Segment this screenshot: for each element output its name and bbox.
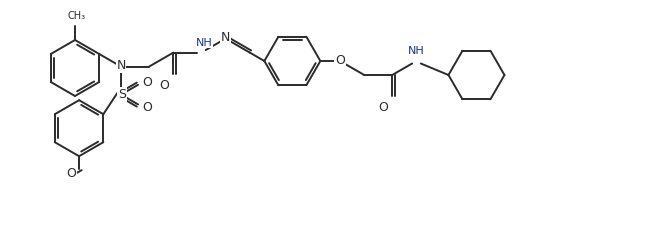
Text: NH: NH [196,38,213,47]
Text: O: O [142,76,152,89]
Text: O: O [142,101,152,114]
Text: O: O [66,167,76,180]
Text: N: N [221,31,230,44]
Text: N: N [116,59,126,72]
Text: NH: NH [408,46,425,56]
Text: O: O [159,79,169,92]
Text: O: O [335,55,345,67]
Text: S: S [118,88,126,101]
Text: O: O [378,101,388,114]
Text: CH₃: CH₃ [68,11,86,21]
